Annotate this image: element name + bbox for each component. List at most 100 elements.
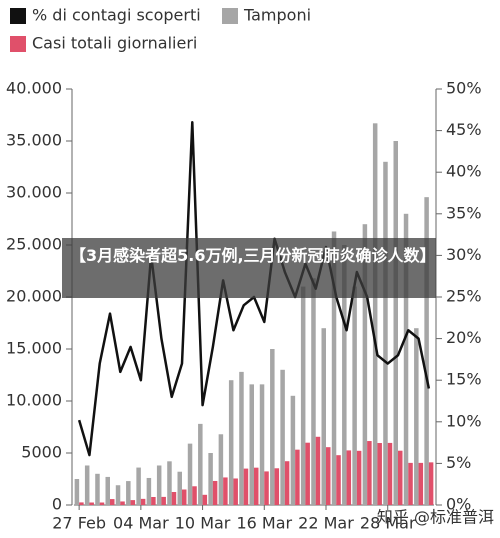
y-tick-label: 15.000 — [6, 339, 62, 358]
bar — [192, 486, 197, 505]
bar — [126, 481, 131, 505]
bar — [177, 471, 182, 505]
y2-tick-label: 5% — [446, 453, 471, 472]
bar — [398, 450, 403, 505]
legend-label: Casi totali giornalieri — [32, 34, 197, 53]
bar — [418, 462, 424, 505]
bar — [202, 494, 208, 505]
bar — [414, 328, 419, 505]
x-tick-label: 22 Mar — [298, 514, 354, 533]
y2-tick-label: 35% — [446, 203, 482, 222]
bar — [259, 384, 265, 505]
bar — [336, 455, 341, 505]
bar — [218, 434, 224, 505]
bar — [212, 480, 218, 505]
y-tick-label: 5000 — [21, 443, 62, 462]
bar — [171, 492, 177, 505]
bar — [264, 471, 269, 505]
legend-label: % di contagi scoperti — [32, 6, 201, 25]
bar — [95, 473, 100, 505]
y2-tick-label: 25% — [446, 287, 482, 306]
y-tick-label: 35.000 — [6, 131, 62, 150]
bar — [239, 371, 244, 505]
bar — [105, 476, 110, 505]
bar — [99, 502, 105, 505]
y-tick-label: 25.000 — [6, 235, 62, 254]
bar — [146, 477, 152, 505]
bar — [403, 213, 409, 506]
bar — [372, 123, 378, 505]
bar — [249, 384, 254, 505]
bar — [74, 479, 80, 505]
x-tick-label: 10 Mar — [175, 514, 231, 533]
bar — [424, 197, 429, 505]
x-tick-label: 04 Mar — [113, 514, 169, 533]
bar — [387, 442, 393, 505]
bar — [79, 502, 84, 505]
y2-tick-label: 20% — [446, 328, 482, 347]
bar — [284, 461, 290, 505]
bar — [331, 231, 337, 506]
y2-tick-label: 30% — [446, 245, 482, 264]
bar — [187, 443, 193, 505]
bar — [408, 462, 413, 505]
banner: 【3月感染者超5.6万例,三月份新冠肺炎确诊人数】 — [70, 246, 430, 265]
bar — [84, 465, 90, 505]
x-tick-label: 27 Feb — [52, 514, 106, 533]
bar — [428, 462, 434, 505]
bar — [393, 141, 398, 505]
y2-tick-label: 45% — [446, 120, 482, 139]
bar — [346, 450, 352, 505]
bar — [151, 496, 156, 505]
y2-tick-label: 0% — [446, 495, 471, 514]
bar — [280, 369, 285, 505]
bar — [120, 501, 125, 505]
bar — [274, 468, 280, 505]
bar — [311, 278, 316, 505]
bar — [305, 442, 310, 505]
y-tick-label: 40.000 — [6, 79, 62, 98]
bar — [315, 436, 321, 505]
bar — [295, 449, 300, 505]
bar — [223, 477, 228, 505]
bar — [182, 489, 187, 505]
bar — [321, 328, 326, 505]
y-tick-label: 20.000 — [6, 287, 62, 306]
y-tick-label: 30.000 — [6, 183, 62, 202]
y2-tick-label: 10% — [446, 411, 482, 430]
y-tick-label: 10.000 — [6, 391, 62, 410]
bar — [89, 502, 94, 505]
bar — [110, 499, 115, 505]
bar — [362, 224, 368, 505]
bar — [290, 395, 296, 505]
bar — [243, 468, 249, 505]
bar — [356, 450, 362, 505]
bar — [130, 500, 136, 505]
bar — [377, 443, 382, 505]
bar — [300, 286, 306, 505]
legend-swatch — [10, 36, 26, 52]
bar — [136, 467, 141, 505]
y2-tick-label: 50% — [446, 79, 482, 98]
bar — [233, 478, 238, 505]
watermark: 知乎 @标准普洱 — [377, 508, 494, 527]
bar — [198, 423, 203, 505]
bar — [254, 467, 259, 505]
bar — [270, 349, 275, 505]
bar — [156, 465, 162, 505]
bar — [352, 286, 357, 505]
bar — [115, 485, 121, 505]
bar — [383, 161, 388, 506]
bar — [167, 461, 172, 505]
bar — [326, 447, 331, 505]
bar — [342, 245, 347, 505]
legend-swatch — [222, 8, 238, 24]
bar — [208, 453, 213, 505]
bar — [367, 441, 372, 505]
banner-bg — [62, 238, 436, 298]
x-tick-label: 28 Mar — [360, 514, 416, 533]
y-tick-label: 0 — [52, 495, 62, 514]
x-tick-label: 16 Mar — [236, 514, 292, 533]
y2-tick-label: 40% — [446, 162, 482, 181]
